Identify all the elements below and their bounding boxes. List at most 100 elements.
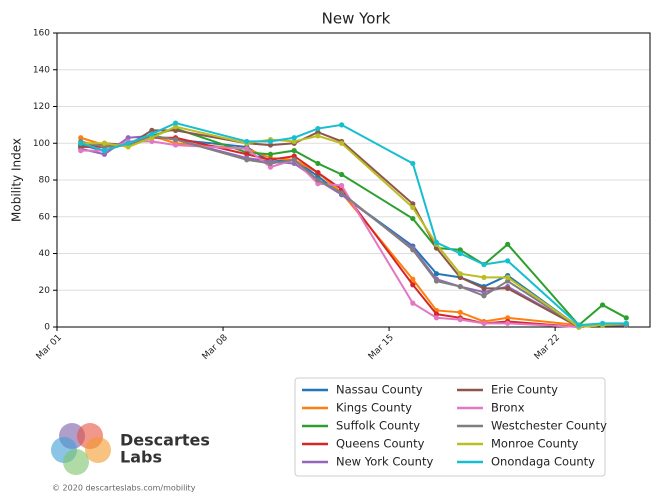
point: [78, 135, 84, 141]
point: [267, 164, 274, 170]
point: [481, 289, 487, 295]
point: [505, 241, 511, 247]
point: [457, 274, 463, 280]
point: [315, 177, 321, 183]
y-tick-label: 160: [33, 29, 50, 39]
point: [149, 135, 155, 141]
y-tick-label: 100: [33, 139, 50, 149]
point: [410, 204, 416, 211]
point: [410, 300, 416, 306]
series-line: [80, 127, 627, 327]
legend-label: Onondaga County: [491, 455, 595, 469]
legend-label: Suffolk County: [336, 419, 420, 433]
point: [505, 258, 511, 264]
legend-frame: [294, 377, 606, 477]
point: [433, 271, 440, 277]
point: [173, 136, 179, 143]
point: [291, 157, 297, 163]
y-axis-label: Mobility Index: [10, 138, 24, 222]
point: [339, 140, 345, 146]
legend-label: Queens County: [336, 437, 425, 451]
point: [433, 311, 440, 317]
point: [78, 140, 84, 146]
series-line: [80, 125, 627, 329]
point: [315, 133, 321, 139]
point: [78, 148, 84, 154]
chart-title: New York: [322, 10, 391, 28]
point: [291, 135, 297, 141]
point: [244, 146, 250, 152]
point: [101, 148, 108, 154]
y-tick-label: 60: [39, 212, 51, 222]
y-tick-label: 120: [33, 102, 50, 112]
legend-label: Erie County: [491, 383, 558, 397]
series-line: [80, 129, 627, 329]
point: [315, 125, 321, 132]
point: [457, 317, 463, 323]
point: [125, 135, 131, 141]
point: [457, 309, 463, 315]
point: [244, 151, 250, 157]
point: [505, 274, 511, 280]
series-line: [80, 121, 627, 327]
point: [267, 151, 274, 157]
point: [339, 122, 345, 128]
series-line: [80, 136, 627, 329]
footer: © 2020 descarteslabs.com/mobility: [52, 484, 196, 493]
point: [457, 271, 463, 277]
y-tick-label: 140: [33, 65, 50, 75]
point: [505, 278, 511, 284]
point: [149, 138, 155, 145]
legend-label: Monroe County: [491, 437, 579, 451]
legend: Nassau County Kings County Suffolk County Q…: [294, 377, 607, 477]
point: [173, 142, 179, 148]
x-tick-label: Mar 15: [367, 333, 396, 362]
point: [244, 157, 250, 163]
point: [244, 138, 250, 145]
legend-label: Bronx: [491, 401, 525, 415]
point: [339, 171, 345, 178]
point: [505, 320, 511, 326]
point: [149, 131, 155, 137]
point: [149, 127, 155, 133]
series-line: [80, 134, 627, 329]
legend-label: New York County: [336, 455, 433, 469]
point: [101, 140, 108, 146]
point: [433, 315, 440, 321]
point: [339, 190, 345, 196]
point: [410, 276, 416, 282]
point: [291, 153, 297, 159]
point: [505, 315, 511, 321]
y-tick-label: 20: [39, 286, 51, 296]
x-tick-label: Mar 08: [201, 333, 230, 362]
point: [315, 181, 321, 187]
point: [623, 320, 629, 326]
point: [433, 278, 440, 284]
logo: Descartes Labs: [51, 423, 210, 475]
logo-text: Descartes: [120, 431, 210, 450]
point: [410, 215, 416, 222]
point: [457, 250, 463, 257]
point: [291, 148, 297, 154]
point: [291, 138, 297, 145]
logo-text: Labs: [120, 448, 162, 467]
point: [481, 320, 487, 326]
point: [481, 261, 487, 268]
point: [457, 247, 463, 253]
y-tick-label: 0: [44, 323, 50, 333]
point: [125, 144, 131, 150]
point: [410, 282, 416, 288]
point: [410, 247, 416, 253]
point: [315, 160, 321, 167]
point: [623, 315, 629, 321]
series-line: [80, 134, 627, 329]
series-line: [80, 140, 627, 329]
y-tick-label: 40: [39, 249, 51, 259]
point: [267, 142, 274, 148]
point: [481, 293, 487, 299]
y-tick-label: 80: [39, 176, 51, 186]
point: [481, 285, 487, 292]
point: [173, 120, 179, 126]
point: [125, 140, 131, 146]
